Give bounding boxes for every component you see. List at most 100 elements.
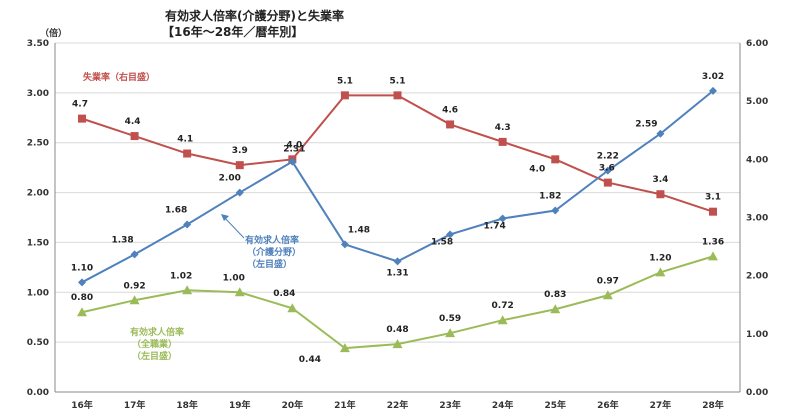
data-label: 1.36 — [702, 237, 724, 247]
data-point-square — [551, 155, 560, 164]
x-axis-tick-label: 16年 — [71, 399, 93, 411]
x-axis-tick-label: 19年 — [229, 399, 251, 411]
data-label: 0.83 — [544, 290, 566, 300]
data-label: 1.20 — [649, 253, 671, 263]
data-label: 4.6 — [442, 105, 458, 115]
annotation-arrowhead — [221, 214, 229, 221]
data-label: 2.31 — [283, 145, 305, 155]
x-axis-tick-label: 21年 — [334, 399, 356, 411]
x-axis-tick-label: 18年 — [176, 399, 198, 411]
data-point-square — [446, 120, 455, 129]
data-point-square — [393, 91, 402, 100]
data-label: 4.1 — [177, 135, 193, 145]
data-label: 1.00 — [223, 273, 245, 283]
left-axis-tick-label: 0.50 — [27, 338, 49, 348]
data-point-square — [235, 161, 244, 170]
data-label: 3.02 — [702, 72, 724, 82]
data-label: 2.59 — [635, 120, 657, 130]
data-point-square — [498, 137, 507, 146]
data-point-triangle — [497, 315, 508, 325]
x-axis-tick-label: 23年 — [439, 399, 461, 411]
data-point-diamond — [393, 257, 402, 266]
series-annotation-text: （介護分野） — [247, 246, 301, 258]
right-axis-tick-label: 0.00 — [746, 388, 768, 398]
x-axis-tick-label: 25年 — [544, 399, 566, 411]
series-annotations: 失業率（右目盛）有効求人倍率（介護分野）（左目盛）有効求人倍率（全職業）（左目盛… — [83, 71, 301, 362]
data-label: 1.68 — [165, 205, 187, 215]
right-axis-tick-label: 4.00 — [746, 155, 768, 165]
data-label: 1.10 — [71, 263, 93, 273]
data-label: 0.92 — [123, 281, 145, 291]
data-point-square — [340, 91, 349, 100]
x-axis-tick-label: 20年 — [282, 399, 304, 411]
data-label: 4.7 — [72, 100, 88, 110]
data-label: 0.72 — [492, 301, 514, 311]
left-axis-tick-label: 0.00 — [27, 388, 49, 398]
data-label: 3.6 — [599, 164, 615, 174]
data-label: 1.74 — [484, 221, 506, 231]
left-axis-tick-label: 1.50 — [27, 238, 49, 248]
data-label: 5.1 — [390, 76, 406, 86]
data-label: 0.59 — [439, 314, 461, 324]
series-annotation-text: （全職業） — [132, 338, 177, 350]
x-axis-tick-label: 24年 — [492, 399, 514, 411]
data-point-square — [130, 132, 139, 141]
left-axis-tick-label: 3.50 — [27, 39, 49, 49]
data-label: 4.3 — [495, 123, 511, 133]
x-axis-tick-label: 26年 — [597, 399, 619, 411]
data-point-triangle — [445, 328, 456, 338]
data-point-triangle — [392, 339, 403, 349]
right-axis-tick-label: 2.00 — [746, 272, 768, 282]
data-point-triangle — [234, 287, 245, 297]
left-axis-unit: （倍） — [40, 27, 67, 39]
data-point-square — [709, 207, 717, 216]
left-axis-tick-label: 2.50 — [27, 139, 49, 149]
data-label: 1.48 — [348, 225, 370, 235]
data-point-diamond — [78, 278, 86, 287]
series-annotation-text: 失業率（右目盛） — [83, 71, 155, 83]
data-label: 1.38 — [111, 235, 133, 245]
data-label: 5.1 — [337, 76, 353, 86]
data-label: 3.9 — [232, 146, 248, 156]
series-annotation-text: （左目盛） — [132, 350, 177, 362]
right-axis-tick-label: 3.00 — [746, 214, 768, 224]
right-axis-tick-label: 1.00 — [746, 330, 768, 340]
data-point-diamond — [340, 240, 349, 249]
data-point-diamond — [183, 220, 192, 229]
data-point-square — [656, 190, 665, 199]
data-point-triangle — [550, 304, 561, 314]
x-axis-tick-label: 28年 — [702, 399, 724, 411]
data-label: 2.22 — [597, 152, 619, 162]
data-point-diamond — [130, 250, 139, 259]
x-axis-tick-label: 17年 — [124, 399, 146, 411]
data-point-triangle — [129, 295, 140, 305]
gridlines — [55, 42, 740, 393]
data-point-square — [183, 149, 192, 158]
data-point-diamond — [235, 188, 244, 197]
data-label: 4.0 — [286, 140, 302, 150]
data-point-diamond — [603, 166, 612, 175]
data-point-diamond — [446, 230, 455, 239]
axes: 0.00 0.50 1.00 1.50 2.00 2.50 3.00 3.50 0.00 1.00… — [27, 39, 768, 411]
data-point-diamond — [288, 157, 297, 166]
series-line — [81, 90, 714, 284]
data-label: 0.97 — [597, 276, 619, 286]
data-point-triangle — [708, 251, 718, 261]
right-axis-tick-label: 5.00 — [746, 97, 768, 107]
data-point-square — [603, 178, 612, 187]
data-point-diamond — [498, 214, 507, 223]
annotation-arrow — [222, 215, 245, 239]
series — [77, 86, 718, 353]
left-axis-tick-label: 1.00 — [27, 288, 49, 298]
left-axis-tick-label: 2.00 — [27, 189, 49, 199]
data-point-triangle — [287, 303, 298, 313]
x-axis-tick-label: 27年 — [650, 399, 672, 411]
data-label: 1.58 — [431, 237, 453, 247]
data-point-diamond — [551, 206, 560, 215]
data-label: 0.48 — [386, 325, 408, 335]
data-label: 0.84 — [273, 289, 295, 299]
data-label: 1.02 — [170, 271, 192, 281]
data-label: 2.00 — [219, 174, 241, 184]
data-label: 0.80 — [71, 293, 93, 303]
